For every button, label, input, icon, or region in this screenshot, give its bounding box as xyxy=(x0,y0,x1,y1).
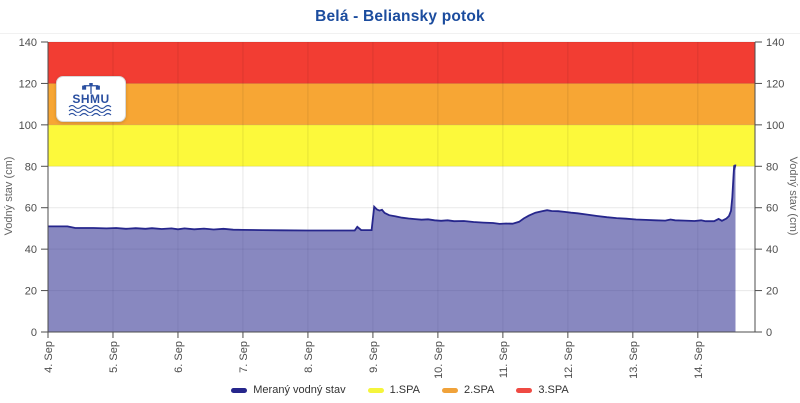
x-tick-label: 4. Sep xyxy=(43,341,55,373)
x-tick-label: 7. Sep xyxy=(238,341,250,373)
y-axis-title-right: Vodný stav (cm) xyxy=(787,157,799,236)
y-axis-title-left: Vodný stav (cm) xyxy=(3,157,15,236)
y-tick-label-right: 100 xyxy=(766,120,784,132)
y-tick-label-right: 80 xyxy=(766,161,778,173)
legend-swatch xyxy=(231,388,247,393)
shmu-logo: SHMU xyxy=(56,76,126,122)
legend-item[interactable]: 2.SPA xyxy=(442,384,494,396)
x-tick-label: 11. Sep xyxy=(498,341,510,378)
x-tick-label: 13. Sep xyxy=(628,341,640,379)
x-tick-label: 5. Sep xyxy=(108,341,120,373)
legend-swatch xyxy=(516,388,532,393)
shmu-waves-icon xyxy=(68,105,114,116)
x-tick-label: 9. Sep xyxy=(368,341,380,373)
chart-legend: Meraný vodný stav 1.SPA 2.SPA 3.SPA xyxy=(0,380,800,400)
y-tick-label-right: 20 xyxy=(766,286,778,298)
y-tick-label-right: 60 xyxy=(766,203,778,215)
legend-item[interactable]: 1.SPA xyxy=(368,384,420,396)
legend-label: 1.SPA xyxy=(390,384,420,396)
x-tick-label: 10. Sep xyxy=(433,341,445,379)
legend-item[interactable]: Meraný vodný stav xyxy=(231,384,345,396)
legend-label: Meraný vodný stav xyxy=(253,384,345,396)
band-2spa xyxy=(48,83,755,124)
page: { "header": { "title": "Belá - Beliansky… xyxy=(0,0,800,403)
y-tick-label-left: 80 xyxy=(25,161,37,173)
y-tick-label-left: 20 xyxy=(25,286,37,298)
legend-swatch xyxy=(442,388,458,393)
y-tick-label-right: 120 xyxy=(766,78,784,90)
legend-label: 3.SPA xyxy=(538,384,568,396)
y-tick-label-right: 140 xyxy=(766,37,784,49)
x-tick-label: 14. Sep xyxy=(693,341,705,379)
y-tick-label-left: 140 xyxy=(19,37,37,49)
y-tick-label-right: 40 xyxy=(766,244,778,256)
y-tick-label-left: 40 xyxy=(25,244,37,256)
y-tick-label-left: 60 xyxy=(25,203,37,215)
y-tick-label-left: 0 xyxy=(31,327,37,339)
water-level-chart[interactable]: 0 0 20 20 40 40 60 60 80 80 100 100 120 120 140 140 4. S… xyxy=(0,0,800,403)
band-1spa xyxy=(48,125,755,166)
legend-item[interactable]: 3.SPA xyxy=(516,384,568,396)
band-3spa xyxy=(48,42,755,83)
shmu-logo-text: SHMU xyxy=(72,94,109,105)
x-tick-label: 8. Sep xyxy=(303,341,315,373)
y-tick-label-right: 0 xyxy=(766,327,772,339)
x-tick-label: 6. Sep xyxy=(173,341,185,373)
y-tick-label-left: 120 xyxy=(19,78,37,90)
y-tick-label-left: 100 xyxy=(19,120,37,132)
legend-label: 2.SPA xyxy=(464,384,494,396)
x-tick-label: 12. Sep xyxy=(563,341,575,379)
legend-swatch xyxy=(368,388,384,393)
